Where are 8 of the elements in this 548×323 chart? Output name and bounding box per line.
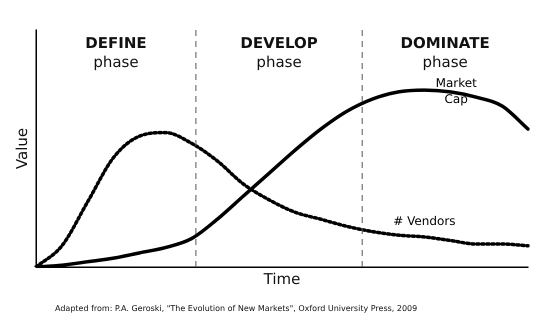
x-axis-title: Time — [262, 270, 300, 288]
text: DOMINATE phase — [400, 34, 490, 71]
text: DEVELOP phase — [240, 34, 318, 71]
series-label: Market Cap — [436, 76, 478, 106]
y-axis-title: Value — [12, 128, 31, 170]
text: Adapted from: P.A. Geroski, "The Evolution of New Markets", Oxford University Press, 2009 — [55, 304, 418, 313]
text: DEFINE phase — [85, 34, 147, 71]
series-label: # Vendors — [393, 214, 456, 228]
